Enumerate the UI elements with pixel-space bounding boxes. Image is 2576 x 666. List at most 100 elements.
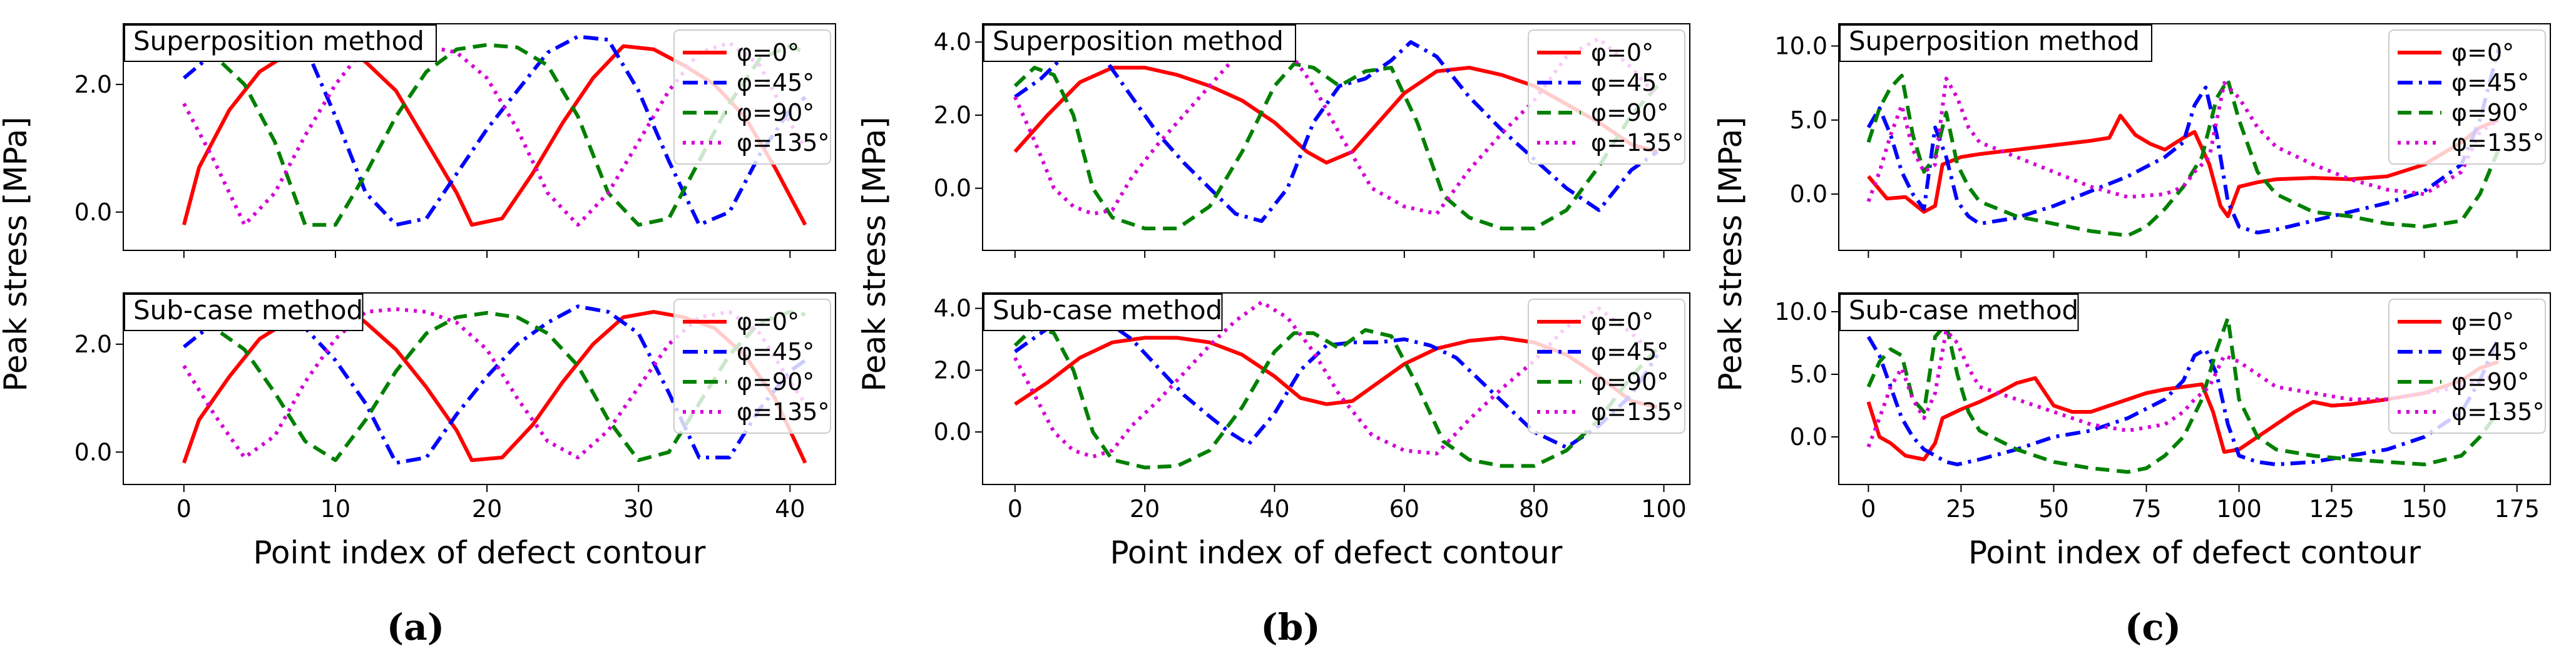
series-line: [1866, 76, 2500, 202]
y-tick-label: 0.0: [934, 418, 971, 446]
legend-label: φ=90°: [737, 368, 814, 396]
y-tick-label: 0.0: [74, 198, 112, 226]
subplot-title-text: Sub-case method: [993, 295, 1222, 325]
legend-label: φ=135°: [737, 129, 829, 156]
panel-caption: (b): [1260, 606, 1320, 648]
legend-label: φ=0°: [1591, 308, 1653, 336]
legend-label: φ=45°: [737, 69, 814, 96]
legend-label: φ=135°: [2451, 129, 2544, 156]
series-line: [1866, 48, 2501, 235]
y-axis-label: Peak stress [MPa]: [1712, 116, 1749, 391]
axes-frame: [1838, 23, 2551, 251]
y-tick-label: 2.0: [934, 101, 971, 129]
x-tick-label: 0: [1861, 495, 1876, 523]
subplot-title-text: Sub-case method: [1849, 295, 2078, 325]
legend-label: φ=45°: [1591, 69, 1669, 96]
subplot-title: Superposition method: [1839, 24, 2152, 62]
legend-label: φ=45°: [2451, 338, 2529, 366]
y-axis-label: Peak stress [MPa]: [0, 116, 34, 391]
legend: φ=0°φ=45°φ=90°φ=135°: [1528, 299, 1685, 434]
subplot-title-text: Superposition method: [133, 26, 424, 56]
subplot-title-box: [983, 24, 1296, 62]
legend-box: [1528, 29, 1685, 165]
subplot-subcase: 0.0 2.0 4.0 0 20 40 60 80 100 Sub-case method φ=0°…: [934, 292, 1690, 523]
x-tick-label: 30: [623, 495, 653, 523]
subplot-title: Sub-case method: [1839, 294, 2079, 331]
x-tick-label: 10: [320, 495, 350, 523]
legend-label: φ=0°: [1591, 39, 1653, 66]
legend-label: φ=45°: [2451, 69, 2529, 96]
legend-label: φ=0°: [2451, 39, 2514, 66]
legend-box: [2388, 29, 2546, 165]
legend: φ=0°φ=45°φ=90°φ=135°: [673, 299, 831, 434]
subplot-title-box: [124, 24, 437, 62]
x-tick-label: 150: [2401, 495, 2447, 523]
legend: φ=0°φ=45°φ=90°φ=135°: [2388, 299, 2546, 434]
axes-frame: [982, 23, 1690, 251]
x-tick-label: 40: [775, 495, 805, 523]
subplot-title-text: Superposition method: [993, 26, 1284, 56]
subplot-superposition: 0.05.010.0 Superposition method φ=0°φ=45°φ…: [1774, 23, 2551, 258]
x-tick-label: 100: [1641, 495, 1687, 523]
series-group: [1866, 48, 2501, 238]
series-line: [1867, 113, 2500, 218]
x-tick-label: 80: [1519, 495, 1549, 523]
y-tick-label: 2.0: [74, 71, 112, 98]
legend-box: [1528, 299, 1685, 434]
legend-label: φ=45°: [1591, 338, 1669, 366]
legend-box: [673, 299, 831, 434]
x-tick-label: 0: [1008, 495, 1023, 523]
legend-label: φ=135°: [2451, 398, 2544, 426]
chart-3: 0.05.010.0 Superposition method φ=0°φ=45°φ…: [1712, 23, 2551, 648]
x-tick-label: 75: [2131, 495, 2161, 523]
series-line: [1866, 73, 2500, 238]
y-tick-label: 2.0: [74, 330, 112, 358]
legend: φ=0° φ=45° φ=90° φ=135°: [2388, 29, 2546, 165]
x-tick-label: 60: [1389, 495, 1419, 523]
y-tick-label: 0.0: [1790, 423, 1827, 451]
legend: φ=0°φ=45°φ=90°φ=135°: [673, 29, 831, 165]
x-tick-label: 0: [176, 495, 192, 523]
legend-label: φ=45°: [737, 338, 814, 366]
y-tick-label: 4.0: [934, 295, 971, 322]
legend: φ=0° φ=45° φ=90° φ=135°: [1528, 29, 1685, 165]
legend-label: φ=135°: [1591, 129, 1684, 156]
subplot-superposition: 0.0 2.0 Superposition method φ=0° φ=45° φ=90°…: [74, 23, 836, 258]
x-tick-label: 175: [2494, 495, 2540, 523]
legend-label: φ=90°: [1591, 99, 1669, 126]
y-tick-label: 10.0: [1774, 32, 1827, 59]
legend-label: φ=90°: [2451, 99, 2529, 126]
x-axis-label: Point index of defect contour: [253, 535, 706, 571]
x-tick-label: 20: [1130, 495, 1160, 523]
subplot-title: Sub-case method: [124, 294, 364, 331]
panel-caption: (c): [2125, 606, 2181, 648]
panel-caption: (a): [387, 606, 444, 648]
legend-label: φ=0°: [737, 39, 799, 66]
series-line: [1013, 325, 1659, 469]
subplot-title-box: [983, 294, 1223, 331]
axes-frame: [123, 23, 836, 251]
subplot-title-box: [124, 294, 364, 331]
legend-box: [673, 29, 831, 165]
x-tick-label: 25: [1946, 495, 1976, 523]
y-tick-label: 0.0: [74, 438, 112, 466]
subplot-title-box: [1839, 294, 2079, 331]
x-tick-label: 125: [2309, 495, 2354, 523]
series-line: [1866, 360, 2500, 461]
legend-label: φ=0°: [737, 308, 799, 336]
subplot-subcase: 0.0 5.0 10.0 0 25 50 75 100 125 150 175 Sub-case me…: [1774, 292, 2551, 523]
x-tick-label: 40: [1259, 495, 1289, 523]
series-line: [1866, 336, 2500, 466]
axes-frame: [982, 292, 1690, 485]
series-line: [1866, 316, 2500, 474]
y-tick-label: 2.0: [934, 356, 971, 384]
legend-label: φ=90°: [2451, 368, 2529, 396]
legend-box: [2388, 299, 2546, 434]
x-tick-label: 50: [2038, 495, 2068, 523]
axes-frame: [1838, 292, 2551, 485]
subplot-title-box: [1839, 24, 2152, 62]
subplot-title: Superposition method: [124, 24, 437, 62]
